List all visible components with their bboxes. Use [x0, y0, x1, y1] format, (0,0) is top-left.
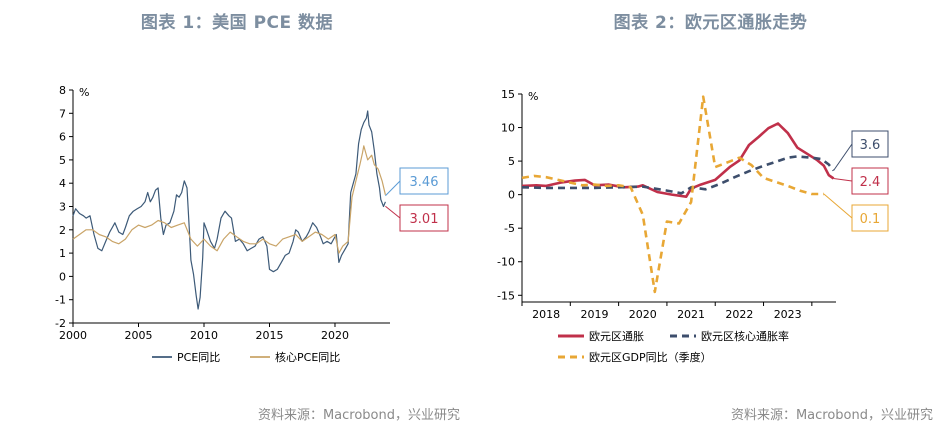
y-unit-label: % [79, 86, 89, 99]
legend-label: 欧元区GDP同比（季度） [589, 350, 712, 364]
x-tick-label: 2000 [59, 329, 87, 342]
x-tick-label: 2019 [580, 308, 608, 321]
y-tick-label: 1 [59, 247, 66, 260]
y-tick-label: -15 [497, 289, 515, 302]
callout-leader [385, 205, 401, 219]
y-unit-label: % [528, 90, 538, 103]
callout-leader [823, 193, 853, 219]
series-line-1 [521, 122, 835, 198]
y-tick-label: 2 [59, 224, 66, 237]
series-line-3 [521, 95, 824, 294]
y-tick-label: 15 [501, 88, 515, 101]
y-tick-label: 0 [59, 270, 66, 283]
callout-box [399, 204, 449, 232]
callout-box [851, 204, 889, 232]
x-tick-label: 2015 [255, 329, 283, 342]
y-tick-label: 10 [501, 122, 515, 135]
chart-source: 资料来源：Macrobond，兴业研究 [257, 408, 460, 423]
legend-label: 欧元区通胀 [589, 330, 644, 343]
series-line-2 [521, 155, 835, 195]
series-line-2 [72, 145, 386, 254]
y-tick-label: -2 [55, 317, 66, 330]
chart-svg-euro: 15 10 5 0 -5 -10 -15% 2018 2019 2020 2021 2022 2023 3… [497, 88, 889, 364]
y-tick-label: 5 [508, 155, 515, 168]
legend-label: 欧元区核心通胀率 [701, 329, 789, 343]
chart-source: 资料来源：Macrobond，兴业研究 [730, 408, 933, 423]
x-tick-label: 2020 [321, 329, 349, 342]
legend-label: 核心PCE同比 [275, 350, 340, 364]
x-tick-label: 2021 [677, 308, 705, 321]
y-tick-label: 7 [59, 107, 66, 120]
y-tick-label: 8 [59, 84, 66, 97]
x-tick-label: 2020 [629, 308, 657, 321]
callout-label: 3.01 [410, 212, 439, 227]
x-tick-label: 2010 [190, 329, 218, 342]
chart-panel-pce: 图表 1：美国 PCE 数据 8 7 6 5 4 3 2 1 0 -1 -2% 2000 2005 201… [55, 13, 460, 423]
callout-label: 2.4 [860, 175, 881, 190]
legend-label: PCE同比 [177, 351, 220, 364]
callout-box [851, 167, 889, 195]
callout-label: 3.46 [410, 175, 439, 190]
series-line-1 [72, 110, 386, 310]
y-tick-label: -10 [497, 256, 515, 269]
y-tick-label: 5 [59, 154, 66, 167]
chart-title: 图表 1：美国 PCE 数据 [140, 13, 334, 33]
x-tick-label: 2018 [532, 308, 560, 321]
y-tick-label: 3 [59, 201, 66, 214]
y-tick-label: 6 [59, 131, 66, 144]
y-tick-label: 4 [59, 177, 66, 190]
x-tick-label: 2005 [124, 329, 152, 342]
callout-box [851, 130, 889, 158]
callout-leader [385, 180, 401, 197]
callout-leader [833, 178, 853, 182]
chart-title: 图表 2：欧元区通胀走势 [613, 13, 808, 33]
callout-box [399, 167, 449, 195]
callout-label: 0.1 [860, 212, 881, 227]
chart-svg-pce: 8 7 6 5 4 3 2 1 0 -1 -2% 2000 2005 2010 2015 2020 3.46 3.… [55, 84, 449, 364]
x-tick-label: 2023 [774, 308, 802, 321]
y-tick-label: 0 [508, 189, 515, 202]
y-tick-label: -5 [504, 222, 515, 235]
callout-label: 3.6 [860, 138, 881, 153]
chart-panel-euro: 图表 2：欧元区通胀走势 15 10 5 0 -5 -10 -15% 2018 2019 2020… [474, 0, 947, 431]
callout-leader [833, 143, 853, 171]
y-tick-label: -1 [55, 294, 66, 307]
x-tick-label: 2022 [725, 308, 753, 321]
